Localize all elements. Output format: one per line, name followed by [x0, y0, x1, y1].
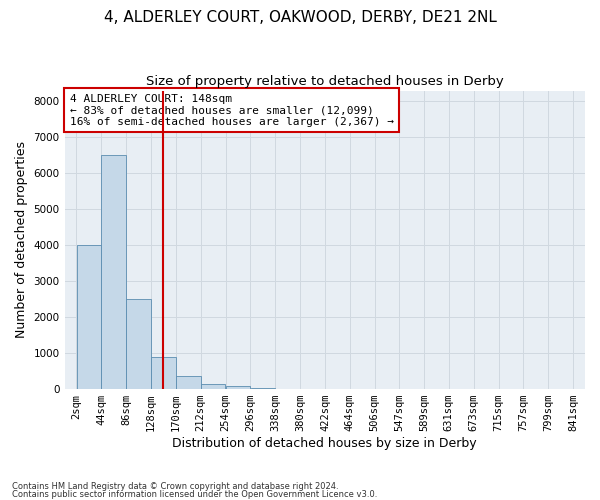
Bar: [251, 388, 275, 389]
Text: 4, ALDERLEY COURT, OAKWOOD, DERBY, DE21 2NL: 4, ALDERLEY COURT, OAKWOOD, DERBY, DE21 …: [104, 10, 496, 25]
Title: Size of property relative to detached houses in Derby: Size of property relative to detached ho…: [146, 75, 503, 88]
Bar: [201, 384, 226, 389]
Bar: [77, 245, 101, 389]
Bar: [226, 386, 250, 389]
Bar: [101, 156, 126, 389]
Y-axis label: Number of detached properties: Number of detached properties: [15, 142, 28, 338]
Bar: [126, 299, 151, 389]
Text: Contains public sector information licensed under the Open Government Licence v3: Contains public sector information licen…: [12, 490, 377, 499]
Text: Contains HM Land Registry data © Crown copyright and database right 2024.: Contains HM Land Registry data © Crown c…: [12, 482, 338, 491]
X-axis label: Distribution of detached houses by size in Derby: Distribution of detached houses by size …: [172, 437, 477, 450]
Bar: [176, 376, 200, 389]
Text: 4 ALDERLEY COURT: 148sqm
← 83% of detached houses are smaller (12,099)
16% of se: 4 ALDERLEY COURT: 148sqm ← 83% of detach…: [70, 94, 394, 126]
Bar: [151, 356, 176, 389]
